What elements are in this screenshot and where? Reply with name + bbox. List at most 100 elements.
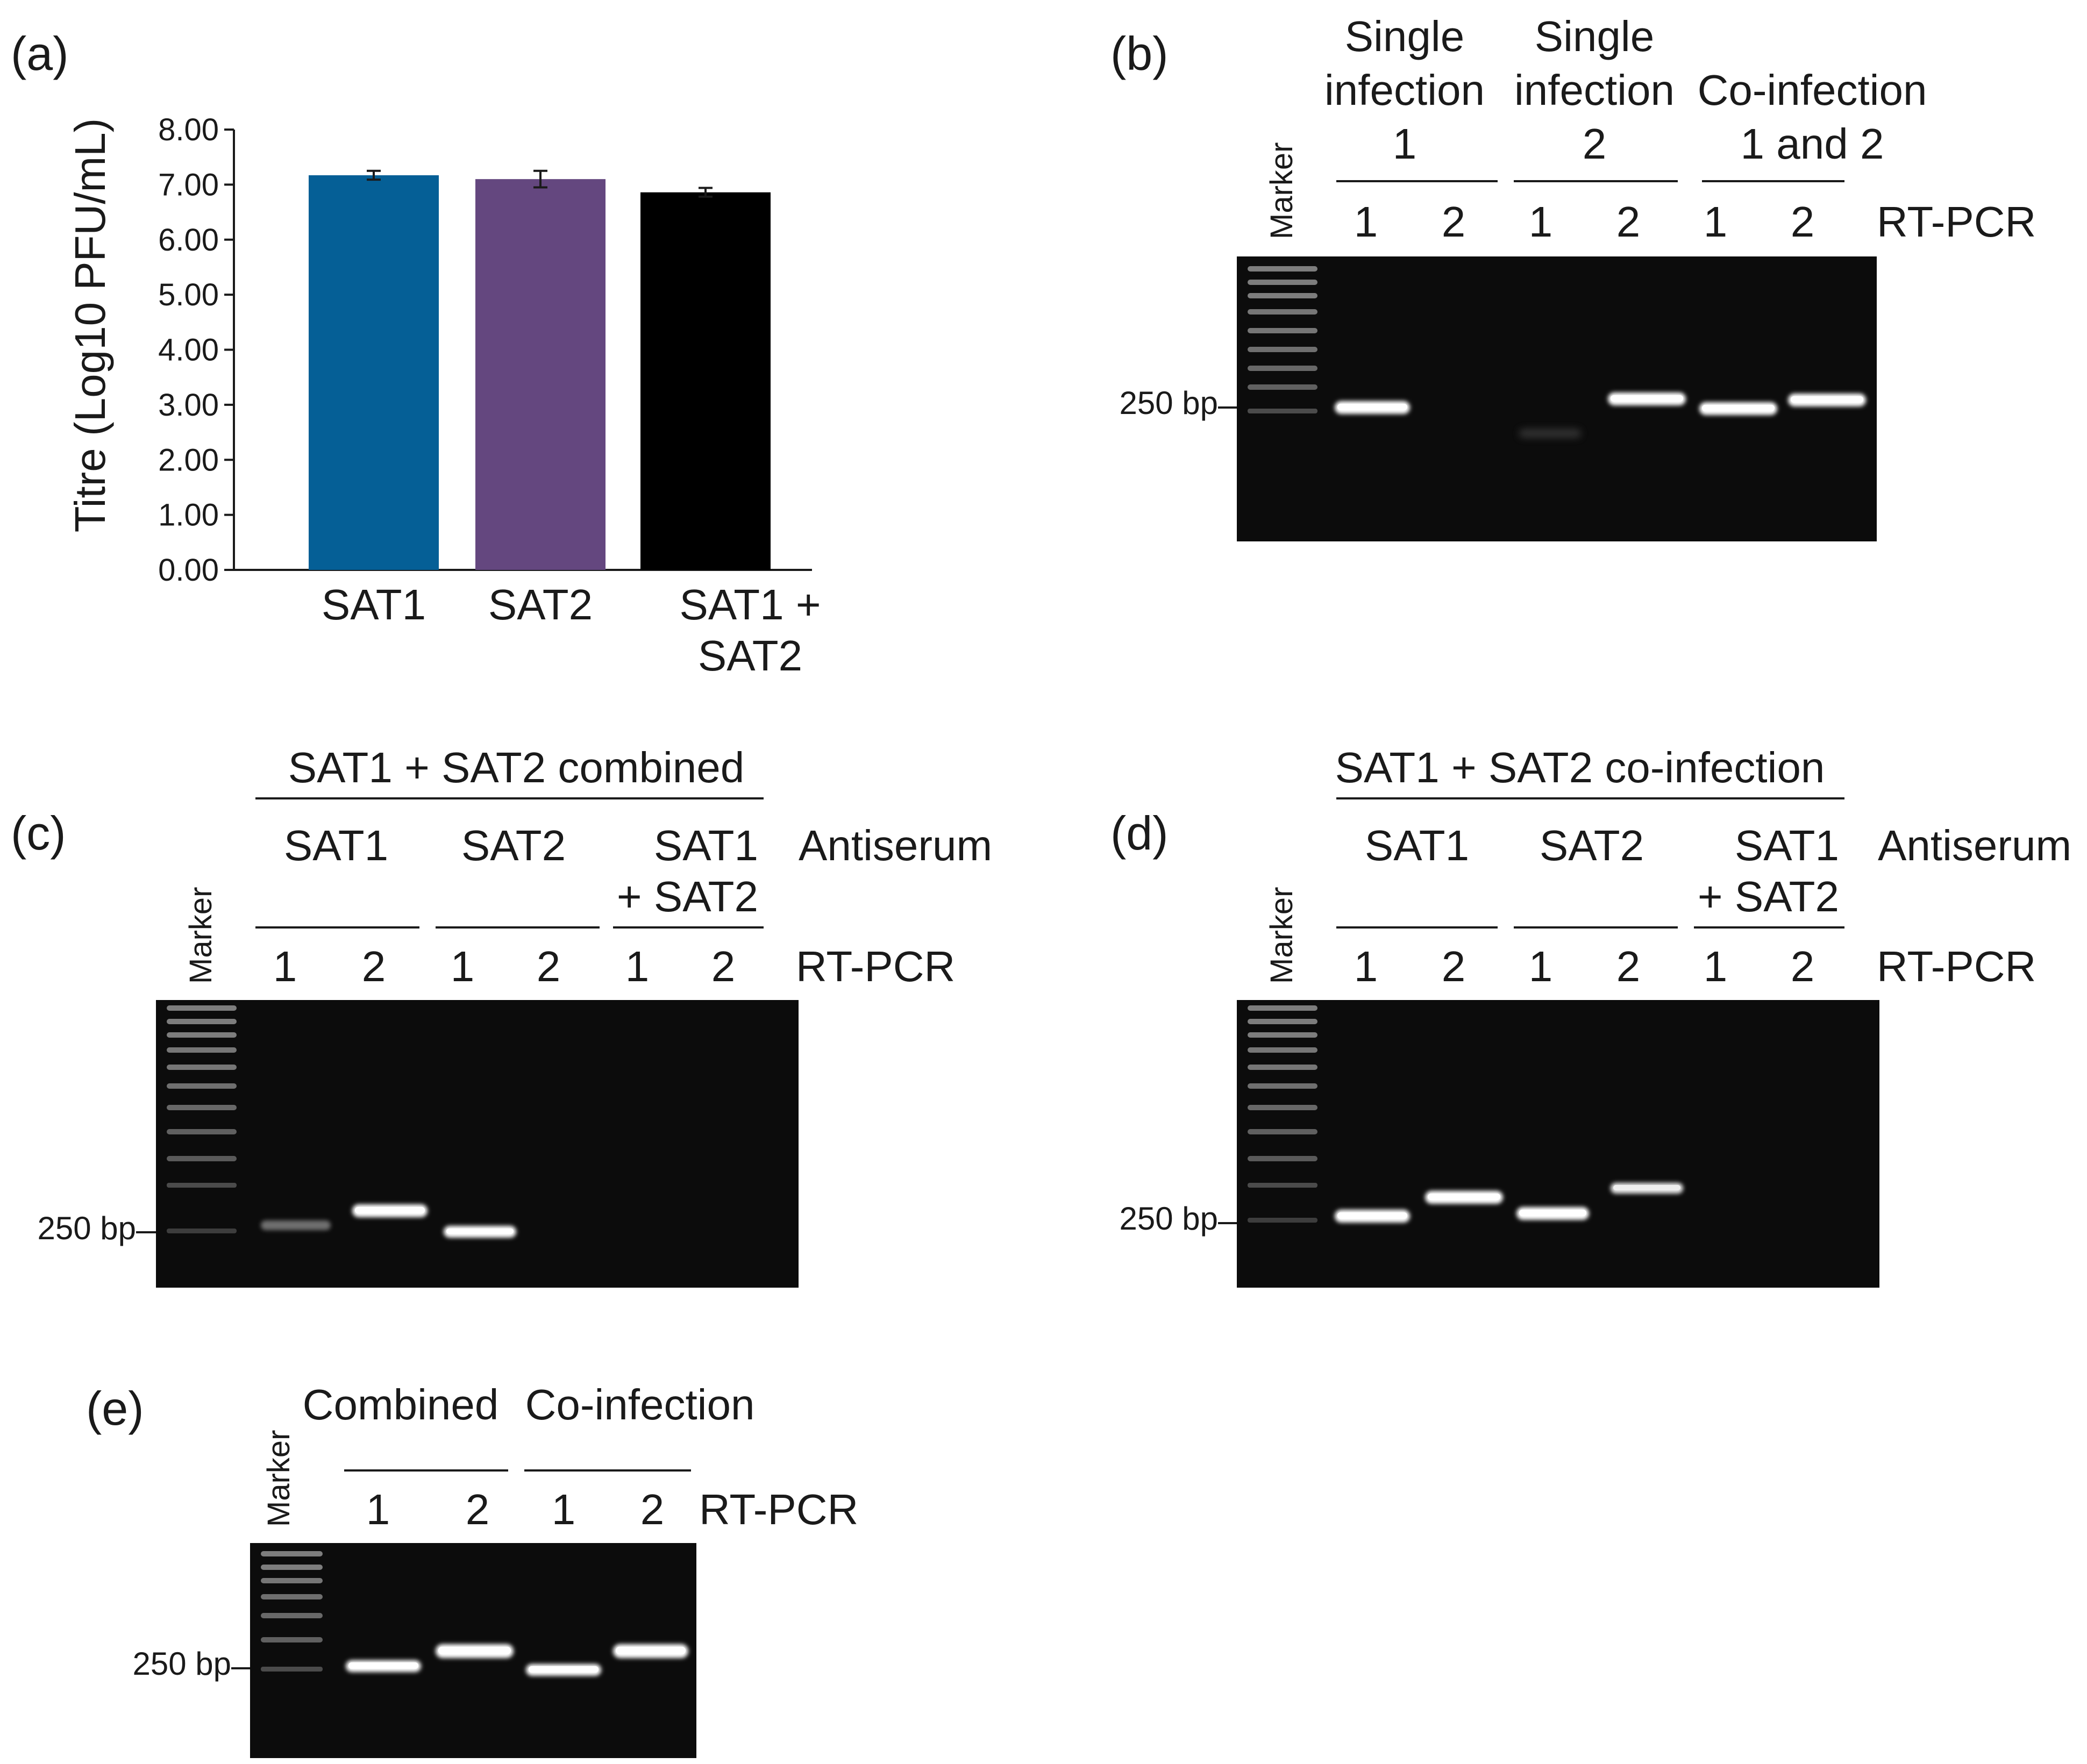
rt-pcr-label: RT-PCR [699, 1486, 858, 1533]
group-2-line-1: SAT2 [1540, 822, 1644, 869]
band [446, 1229, 514, 1234]
lane-3-number: 1 [451, 942, 475, 990]
antiserum-label: Antiserum [799, 822, 992, 869]
band [1611, 395, 1683, 402]
band [616, 1647, 686, 1654]
size-label-250bp: 250 bp [1119, 385, 1218, 421]
top-label: SAT1 + SAT2 co-infection [1335, 744, 1825, 791]
band [438, 1647, 511, 1654]
lane-3-number: 1 [1529, 198, 1553, 246]
antiserum-label: Antiserum [1878, 822, 2071, 869]
lane-6-number: 2 [1791, 942, 1815, 990]
band [1702, 405, 1775, 411]
band [1337, 404, 1407, 410]
lane-1-number: 1 [1354, 942, 1378, 990]
chart-category-labels: SAT1 SAT2 SAT1 +SAT2 [322, 581, 821, 680]
chart-y-axis-label: Titre (Log10 PFU/mL) [66, 118, 114, 533]
band [355, 1207, 425, 1213]
group-3-line-1: SAT1 [1735, 822, 1839, 869]
size-label-250bp: 250 bp [37, 1210, 136, 1246]
lane-3-number: 1 [552, 1486, 576, 1533]
lane-2-number: 2 [362, 942, 386, 990]
lane-2-number: 2 [466, 1486, 490, 1533]
group-1-line-2: infection [1324, 66, 1485, 114]
rt-pcr-label: RT-PCR [1877, 942, 2036, 990]
bar [309, 175, 439, 570]
group-1-line-1: SAT1 [1365, 822, 1469, 869]
marker-label: Marker [1264, 887, 1299, 984]
panel-e-label: (e) [86, 1382, 144, 1435]
chart-bars [309, 169, 771, 570]
group-2-label: Co-infection [525, 1381, 755, 1429]
size-label-250bp: 250 bp [132, 1646, 231, 1682]
band [529, 1666, 599, 1673]
lane-4-number: 2 [640, 1486, 665, 1533]
group-3-line-2: 1 and 2 [1741, 120, 1884, 168]
panel-d-gel: (d) SAT1 + SAT2 co-infection SAT1 SAT2 S… [1110, 744, 2071, 1288]
gel-image [156, 1000, 799, 1288]
panel-a-label: (a) [11, 27, 69, 80]
marker-label: Marker [183, 887, 218, 984]
group-1-label: Combined [303, 1381, 499, 1429]
panel-a-bar-chart: (a) Titre (Log10 PFU/mL) 0.00 1.00 2.00 3.0… [11, 27, 821, 680]
panel-b-gel: (b) Single infection 1 Single infection … [1110, 12, 2036, 541]
top-label: SAT1 + SAT2 combined [288, 744, 745, 791]
marker-ladder [1248, 1005, 1317, 1223]
group-3-line-2: + SAT2 [617, 873, 758, 920]
lane-6-number: 2 [1791, 198, 1815, 246]
group-2-line-1: SAT2 [461, 822, 566, 869]
group-3-line-1: SAT1 [654, 822, 758, 869]
band [1519, 429, 1581, 438]
gel-image [1237, 1000, 1879, 1288]
y-tick-label: 1.00 [158, 498, 219, 533]
group-2-line-2: infection [1514, 66, 1675, 114]
band [261, 1220, 331, 1230]
lane-1-number: 1 [1354, 198, 1378, 246]
y-tick-label: 3.00 [158, 388, 219, 423]
group-2-line-3: 2 [1583, 120, 1607, 168]
rt-pcr-label: RT-PCR [796, 942, 955, 990]
y-tick-label: 8.00 [158, 112, 219, 147]
panel-d-label: (d) [1110, 806, 1169, 860]
panel-c-gel: (c) SAT1 + SAT2 combined SAT1 SAT2 SAT1 … [11, 744, 992, 1288]
marker-label: Marker [261, 1430, 296, 1527]
marker-label: Marker [1264, 142, 1299, 239]
category-label: SAT2 [488, 581, 593, 629]
lane-2-number: 2 [1442, 942, 1466, 990]
lane-4-number: 2 [1616, 198, 1641, 246]
group-1-line-3: 1 [1393, 120, 1417, 168]
y-tick-label: 7.00 [158, 167, 219, 202]
lane-5-number: 1 [1704, 942, 1728, 990]
panel-b-label: (b) [1110, 27, 1169, 80]
rt-pcr-label: RT-PCR [1877, 198, 2036, 246]
y-tick-label: 2.00 [158, 442, 219, 477]
marker-ladder [261, 1551, 323, 1672]
panel-e-gel: (e) Combined Co-infection Marker 1 2 1 2… [86, 1381, 858, 1758]
marker-ladder [1248, 266, 1317, 413]
bar [640, 192, 771, 570]
band [1613, 1185, 1680, 1190]
band [1519, 1210, 1586, 1216]
group-2-line-1: Single [1535, 12, 1654, 60]
lane-5-number: 1 [1704, 198, 1728, 246]
lane-4-number: 2 [1616, 942, 1641, 990]
bar [475, 179, 606, 570]
group-1-line-1: SAT1 [284, 822, 388, 869]
lane-5-number: 1 [625, 942, 650, 990]
group-1-line-1: Single [1345, 12, 1464, 60]
band [1428, 1194, 1500, 1200]
y-tick-label: 5.00 [158, 277, 219, 312]
lane-4-number: 2 [537, 942, 561, 990]
group-3-line-1: Co-infection [1698, 66, 1927, 114]
chart-y-ticks: 0.00 1.00 2.00 3.00 4.00 5.00 6.00 7.00 8.00 [158, 112, 234, 588]
band [348, 1662, 418, 1669]
category-label: SAT1 [322, 581, 426, 629]
category-label: SAT2 [698, 632, 802, 680]
lane-2-number: 2 [1442, 198, 1466, 246]
category-label: SAT1 + [679, 581, 821, 629]
group-3-line-2: + SAT2 [1698, 873, 1839, 920]
size-label-250bp: 250 bp [1119, 1201, 1218, 1237]
band [1791, 396, 1863, 403]
y-tick-label: 0.00 [158, 553, 219, 588]
